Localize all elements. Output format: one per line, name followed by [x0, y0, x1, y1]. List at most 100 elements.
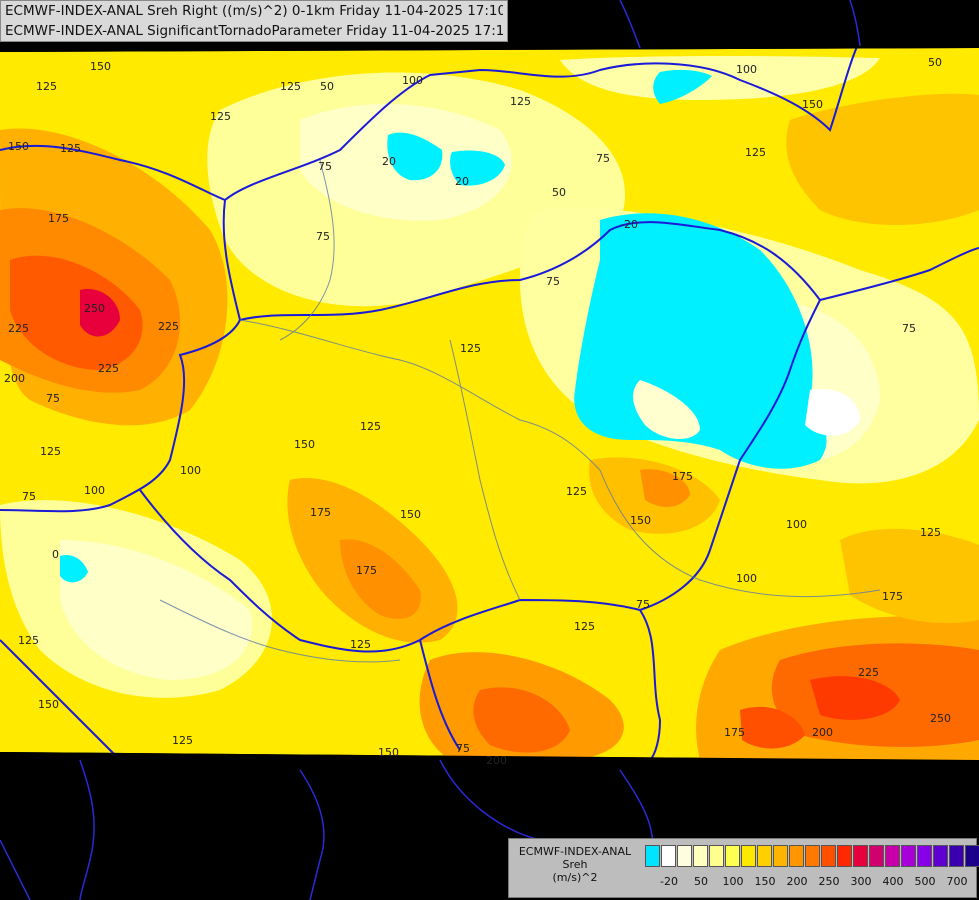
- contour-label: 150: [400, 508, 421, 521]
- negative-sreh-region: [653, 69, 712, 104]
- legend-swatch: [661, 845, 676, 867]
- contour-label: 125: [60, 142, 81, 155]
- high-sreh-region: [840, 528, 979, 624]
- contour-label: 125: [172, 734, 193, 747]
- contour-label: 20: [455, 175, 469, 188]
- contour-label: 100: [84, 484, 105, 497]
- contour-label: 225: [8, 322, 29, 335]
- contour-label: 200: [4, 372, 25, 385]
- contour-label: 125: [574, 620, 595, 633]
- low-sreh-region: [60, 540, 252, 680]
- contour-label: 125: [360, 420, 381, 433]
- map-title-line-2: ECMWF-INDEX-ANAL SignificantTornadoParam…: [5, 23, 503, 39]
- high-sreh-region: [810, 676, 900, 720]
- contour-label: 125: [510, 95, 531, 108]
- contour-label: 100: [786, 518, 807, 531]
- legend-unit: (m/s)^2: [552, 871, 598, 884]
- contour-label: 250: [930, 712, 951, 725]
- contour-label: 225: [858, 666, 879, 679]
- country-borders: [0, 39, 979, 761]
- low-sreh-region: [805, 389, 860, 436]
- legend-swatch: [645, 845, 660, 867]
- high-sreh-region: [786, 93, 979, 225]
- legend-swatch: [741, 845, 756, 867]
- outside-borders: [619, 0, 861, 49]
- legend-swatch: [917, 845, 932, 867]
- contour-label: 125: [36, 80, 57, 93]
- contour-label: 0: [52, 548, 59, 561]
- legend-tick-label: 100: [722, 875, 744, 888]
- contour-label: 175: [48, 212, 69, 225]
- legend-tick-label: 500: [914, 875, 936, 888]
- contour-label: 125: [460, 342, 481, 355]
- contour-label: 125: [566, 485, 587, 498]
- contour-label: 175: [672, 470, 693, 483]
- legend-swatch: [869, 845, 884, 867]
- contour-label: 200: [486, 754, 507, 767]
- legend-color-scale: [645, 845, 979, 867]
- contour-label: 125: [920, 526, 941, 539]
- legend-swatch: [901, 845, 916, 867]
- contour-label: 75: [46, 392, 60, 405]
- high-sreh-region: [10, 255, 143, 370]
- contour-label: 175: [356, 564, 377, 577]
- contour-label: 150: [38, 698, 59, 711]
- contour-label: 75: [596, 152, 610, 165]
- contour-label: 75: [636, 598, 650, 611]
- contour-label: 150: [8, 140, 29, 153]
- legend-tick-label: 250: [818, 875, 840, 888]
- negative-sreh-region: [60, 554, 88, 583]
- legend-swatch: [885, 845, 900, 867]
- contour-label: 75: [546, 275, 560, 288]
- low-sreh-region: [633, 380, 700, 440]
- contour-label: 75: [902, 322, 916, 335]
- legend-tick-label: 50: [694, 875, 708, 888]
- contour-label: 75: [316, 230, 330, 243]
- legend-model: ECMWF-INDEX-ANAL: [518, 845, 632, 858]
- high-sreh-region: [80, 289, 120, 337]
- legend-swatch: [677, 845, 692, 867]
- contour-label: 150: [90, 60, 111, 73]
- legend-field: Sreh: [562, 858, 588, 871]
- contour-label: 175: [310, 506, 331, 519]
- contour-label: 125: [18, 634, 39, 647]
- negative-sreh-region: [450, 150, 505, 186]
- contour-label: 75: [456, 742, 470, 755]
- high-sreh-region: [640, 469, 690, 507]
- legend-swatch: [949, 845, 964, 867]
- high-sreh-region: [740, 706, 805, 749]
- rivers: [159, 159, 881, 663]
- contour-label: -20: [620, 218, 638, 231]
- contour-label: 50: [928, 56, 942, 69]
- color-legend: ECMWF-INDEX-ANAL Sreh (m/s)^2 -20 50 100 15…: [508, 838, 979, 898]
- contour-label: 150: [630, 514, 651, 527]
- legend-swatch: [789, 845, 804, 867]
- legend-swatch: [693, 845, 708, 867]
- legend-swatch: [709, 845, 724, 867]
- map-title-box: ECMWF-INDEX-ANAL Sreh Right ((m/s)^2) 0-…: [0, 0, 508, 42]
- legend-tick-labels: -20 50 100 150 200 250 300 400 500 700: [645, 875, 975, 891]
- contour-label: 150: [378, 746, 399, 759]
- legend-swatch: [933, 845, 948, 867]
- legend-swatch: [965, 845, 979, 867]
- contour-label: 175: [882, 590, 903, 603]
- legend-swatch: [837, 845, 852, 867]
- map-title-line-1: ECMWF-INDEX-ANAL Sreh Right ((m/s)^2) 0-…: [5, 3, 503, 19]
- negative-sreh-region: [387, 132, 443, 181]
- contour-label: 150: [294, 438, 315, 451]
- contour-label: 75: [22, 490, 36, 503]
- contour-labels: 150 125 125 100 125 125 50 75 150 125 10…: [4, 56, 951, 767]
- contour-label: 125: [350, 638, 371, 651]
- contour-label: 100: [180, 464, 201, 477]
- contour-label: 20: [382, 155, 396, 168]
- legend-swatch: [821, 845, 836, 867]
- legend-swatch: [757, 845, 772, 867]
- legend-swatch: [725, 845, 740, 867]
- legend-tick-label: 300: [850, 875, 872, 888]
- legend-tick-label: -20: [660, 875, 678, 888]
- legend-swatch: [853, 845, 868, 867]
- contour-label: 150: [802, 98, 823, 111]
- contour-label: 100: [736, 63, 757, 76]
- high-sreh-region: [473, 687, 570, 753]
